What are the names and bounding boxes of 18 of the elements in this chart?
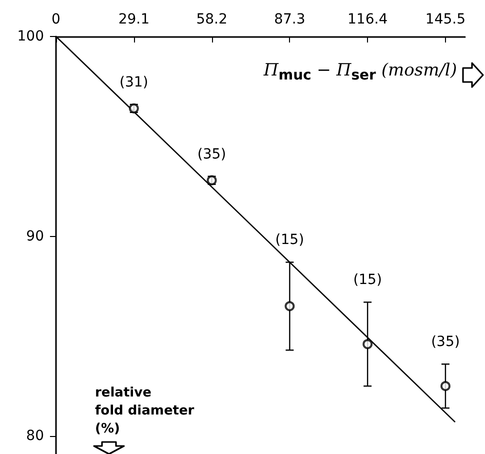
x-tick-label: 87.3 xyxy=(274,12,306,28)
x-tick-label: 29.1 xyxy=(118,12,150,28)
x-tick-label: 58.2 xyxy=(196,12,228,28)
y-tick-label: 90 xyxy=(26,228,44,244)
point xyxy=(284,301,295,312)
x-tick-label: 116.4 xyxy=(348,12,388,28)
annotation: (15) xyxy=(275,232,304,248)
x-tick-label: 145.5 xyxy=(425,12,466,28)
annotation: (31) xyxy=(120,74,148,90)
annotation: (35) xyxy=(197,146,226,162)
x-tick-label: 0 xyxy=(52,12,60,28)
annotation: (35) xyxy=(431,334,460,350)
y-tick-label: 100 xyxy=(17,28,44,44)
point xyxy=(362,339,373,350)
y-tick-label: 80 xyxy=(26,428,44,444)
point xyxy=(440,381,450,392)
annotation: (15) xyxy=(353,272,382,288)
y-axis-title: relative fold diameter (%) xyxy=(95,386,195,436)
